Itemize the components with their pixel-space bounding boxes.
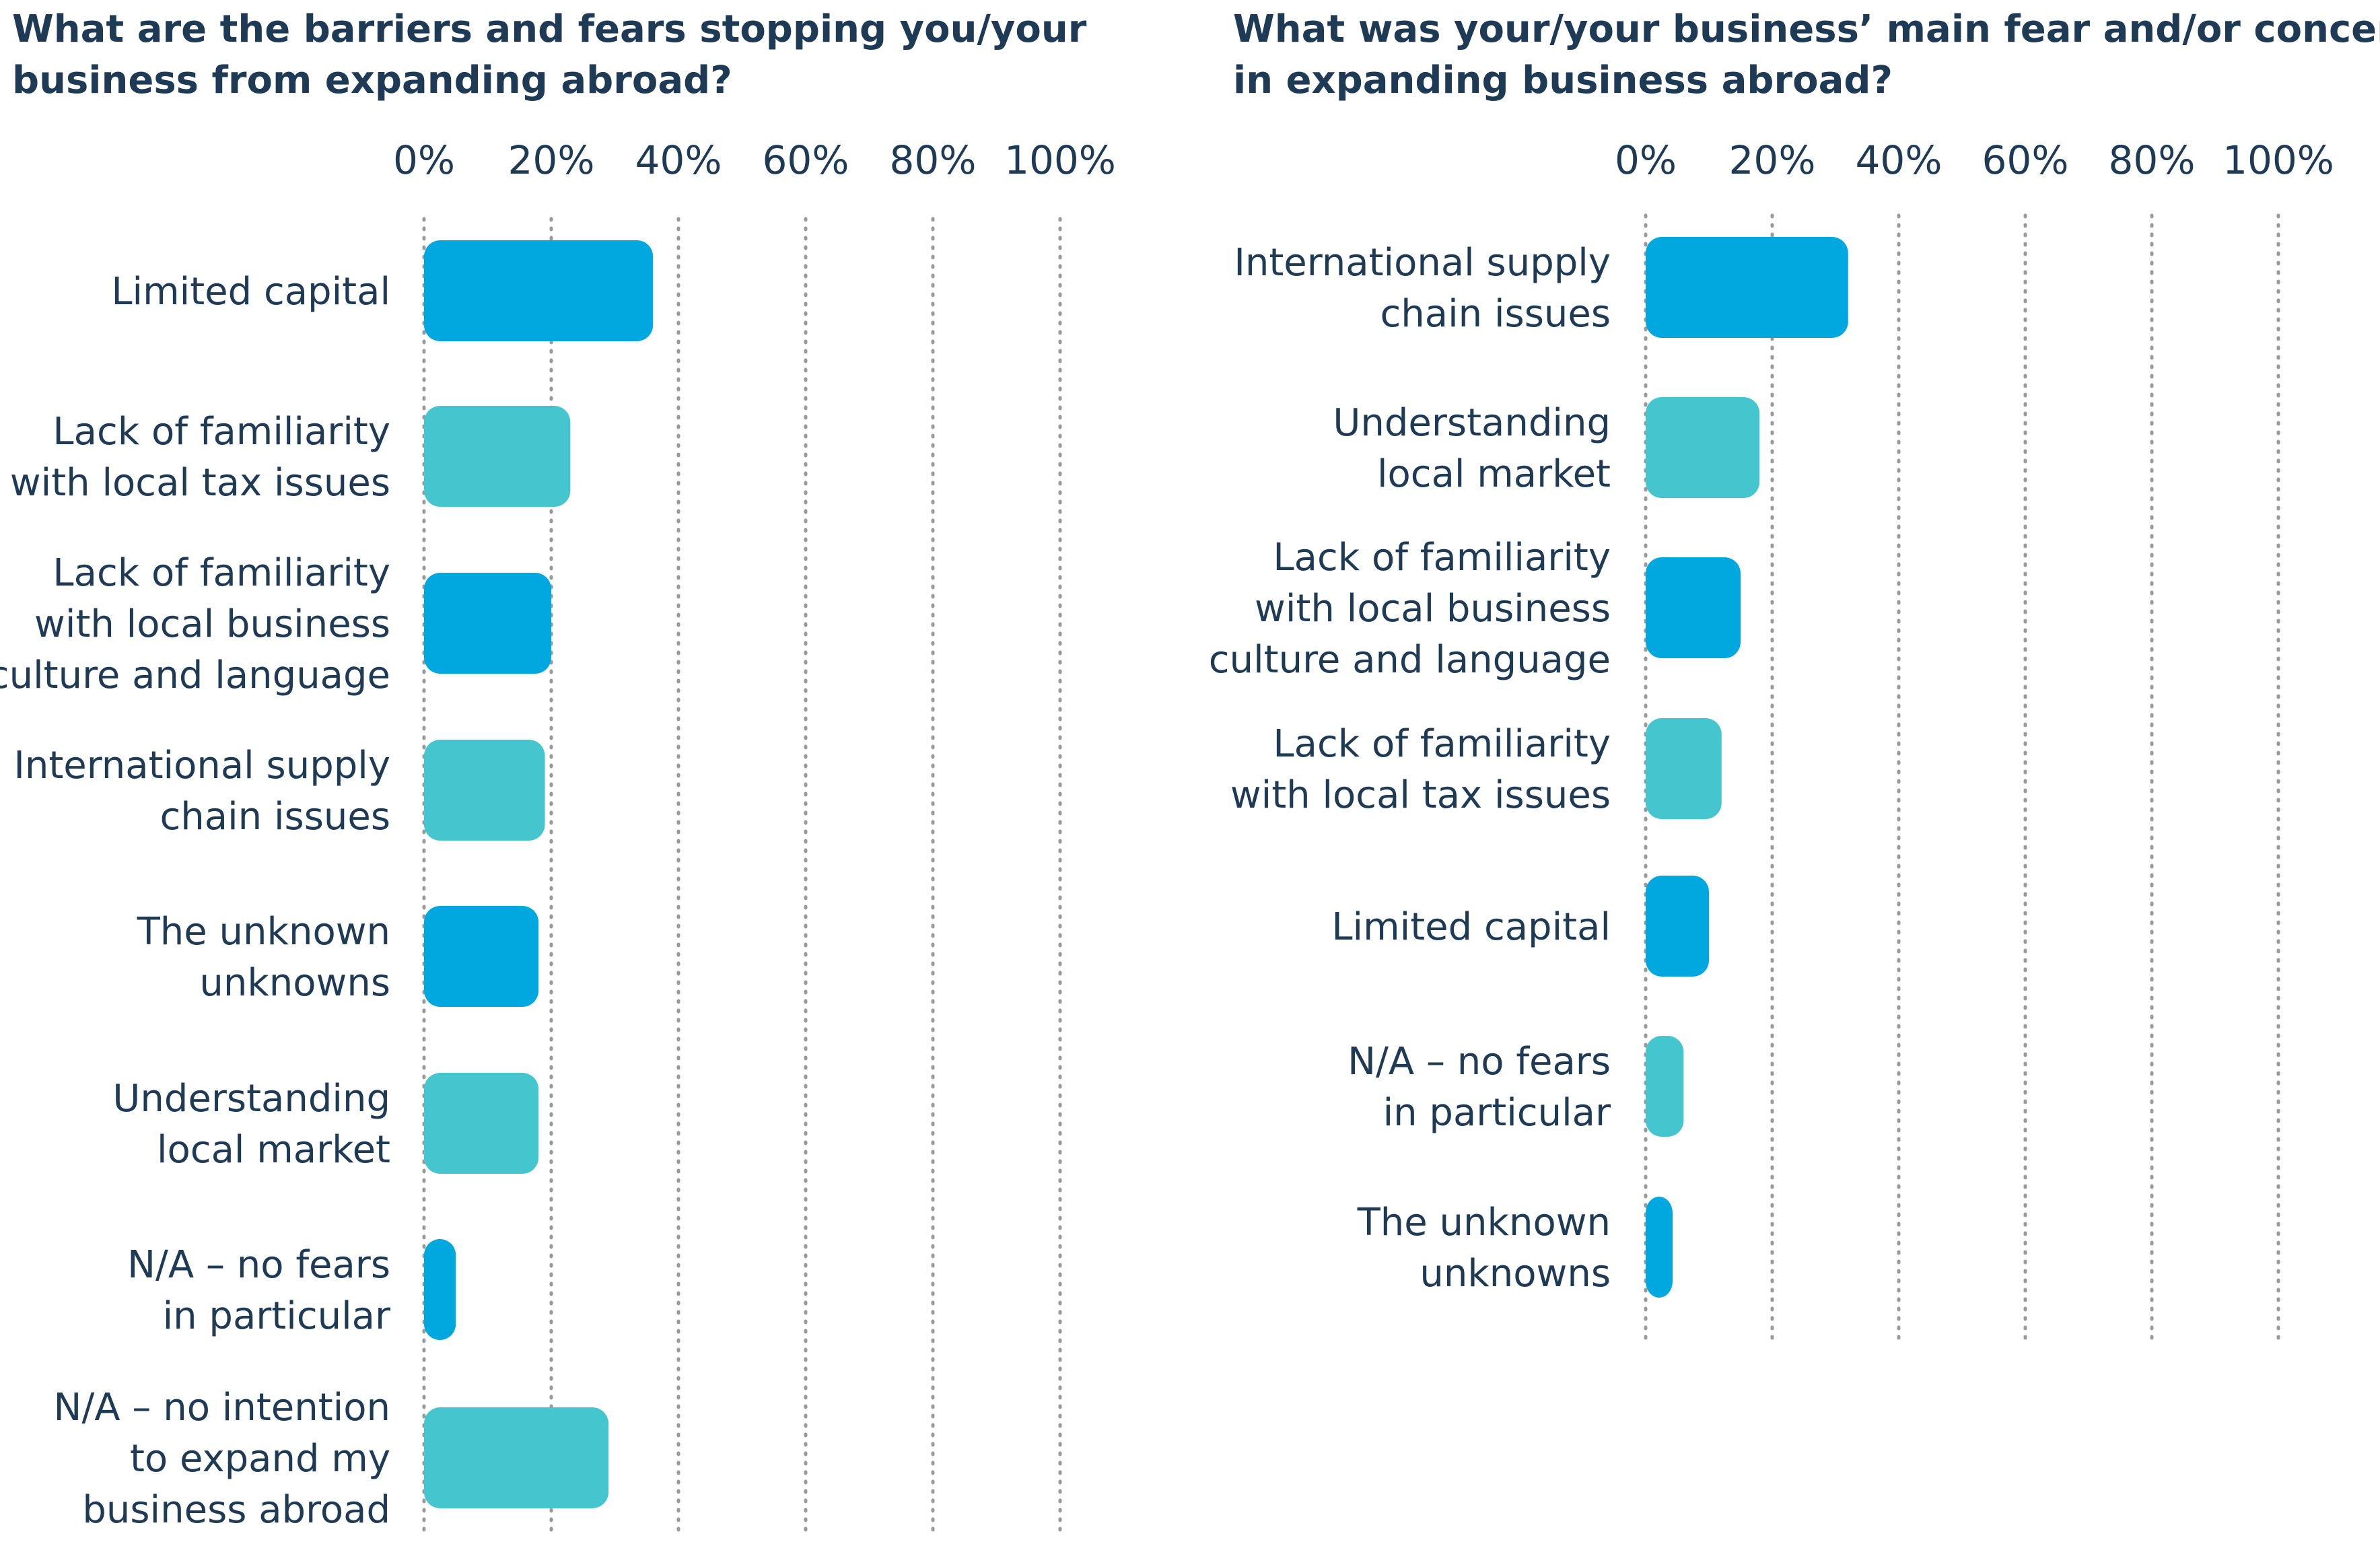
category-label-line: Understanding [1333, 401, 1611, 445]
category-label: N/A – no fears in particular [1348, 1040, 1611, 1135]
category-label-line: with local tax issues [1230, 773, 1611, 817]
category-label-line: culture and language [0, 654, 390, 697]
category-label: Lack of familiarity with local tax issues [10, 410, 390, 505]
bar [1646, 1036, 1684, 1137]
category-label-line: Lack of familiarity [53, 410, 390, 454]
bar [424, 1407, 609, 1508]
category-label: Lack of familiarity with local business cu… [1209, 536, 1611, 682]
bar [424, 240, 654, 341]
bar [1646, 397, 1760, 498]
bar [424, 406, 571, 507]
chart-title-2: What was your/your business’ main fear a… [1233, 7, 2380, 102]
category-label-line: local market [1377, 452, 1611, 496]
category-label-line: unknowns [1420, 1252, 1611, 1296]
category-label: N/A – no intention to expand my business a… [54, 1386, 390, 1532]
category-label: International supply chain issues [13, 744, 390, 839]
category-label-line: N/A – no fears [1348, 1040, 1611, 1084]
category-label-line: chain issues [160, 795, 390, 839]
category-label-line: The unknown [1357, 1201, 1611, 1244]
bar [1646, 718, 1722, 819]
x-tick-label: 20% [1729, 137, 1816, 183]
bar [1646, 557, 1741, 658]
chart-title-line: What was your/your business’ main fear a… [1233, 7, 2380, 51]
category-label: International supply chain issues [1234, 241, 1611, 336]
category-label-line: with local business [1255, 587, 1611, 631]
category-label-line: in particular [163, 1294, 391, 1338]
category-label-line: Limited capital [111, 270, 390, 314]
category-label: Understanding local market [112, 1077, 390, 1172]
category-label: Limited capital [111, 270, 390, 314]
category-label-line: business abroad [82, 1488, 390, 1532]
x-tick-label: 100% [1004, 137, 1116, 183]
category-label-line: chain issues [1380, 292, 1611, 336]
category-label-line: International supply [1234, 241, 1611, 285]
chart-title-1: What are the barriers and fears stopping… [12, 7, 1087, 102]
bar [424, 1073, 539, 1174]
x-tick-label: 80% [890, 137, 977, 183]
category-label: Understanding local market [1333, 401, 1611, 496]
category-label: Limited capital [1331, 905, 1611, 949]
category-label-line: in particular [1383, 1091, 1611, 1135]
category-label-line: with local business [34, 602, 390, 646]
category-label-line: unknowns [199, 961, 390, 1005]
category-label-line: culture and language [1209, 638, 1611, 682]
category-label: Lack of familiarity with local tax issues [1230, 722, 1611, 817]
category-label: N/A – no fears in particular [127, 1243, 391, 1338]
category-label-line: Lack of familiarity [53, 551, 390, 595]
x-tick-label: 40% [635, 137, 722, 183]
x-tick-label: 80% [2109, 137, 2196, 183]
bar [1646, 237, 1848, 338]
category-label-line: The unknown [137, 910, 390, 954]
x-tick-label: 40% [1856, 137, 1943, 183]
category-label-line: local market [157, 1128, 390, 1172]
x-tick-label: 100% [2222, 137, 2334, 183]
chart-title-line: in expanding business abroad? [1233, 59, 1893, 102]
category-label-line: with local tax issues [10, 461, 390, 505]
category-label: The unknown unknowns [137, 910, 390, 1005]
category-label-line: N/A – no intention [54, 1386, 390, 1430]
chart-title-line: business from expanding abroad? [12, 59, 732, 102]
bar [424, 740, 545, 841]
bar [424, 906, 539, 1007]
chart-title-line: What are the barriers and fears stopping… [12, 7, 1087, 51]
category-label-line: International supply [13, 744, 390, 787]
x-tick-label: 0% [1615, 137, 1677, 183]
category-label-line: N/A – no fears [127, 1243, 390, 1287]
x-tick-label: 60% [1982, 137, 2069, 183]
category-label-line: Limited capital [1331, 905, 1611, 949]
bar [424, 573, 551, 674]
bar [1646, 1197, 1673, 1298]
bar [424, 1239, 456, 1340]
category-label-line: Understanding [112, 1077, 390, 1121]
bar [1646, 876, 1709, 977]
category-label-line: Lack of familiarity [1273, 536, 1611, 579]
x-tick-label: 0% [393, 137, 455, 183]
category-label: The unknown unknowns [1357, 1201, 1611, 1296]
x-tick-label: 60% [763, 137, 849, 183]
category-label-line: Lack of familiarity [1273, 722, 1611, 766]
x-tick-label: 20% [508, 137, 595, 183]
category-label: Lack of familiarity with local business cu… [0, 551, 390, 697]
category-label-line: to expand my [130, 1437, 390, 1481]
